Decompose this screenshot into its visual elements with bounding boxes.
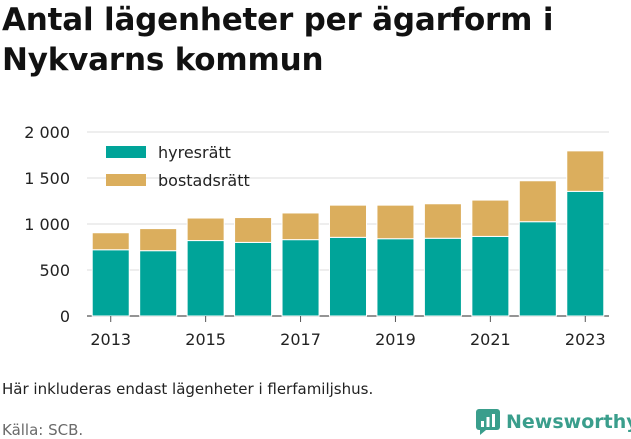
- chart-note: Här inkluderas endast lägenheter i flerf…: [2, 380, 374, 398]
- legend-label: hyresrätt: [158, 143, 231, 162]
- bar-segment: [328, 204, 368, 238]
- bar-segment: [91, 232, 130, 251]
- bars: [91, 150, 605, 317]
- legend: hyresrätt bostadsrätt: [106, 143, 250, 190]
- x-tick-label: 2017: [280, 330, 321, 349]
- y-tick-label: 500: [39, 261, 70, 280]
- bar-segment: [566, 150, 605, 192]
- newsworthy-chart-logo-icon: [476, 409, 500, 435]
- source-text: Källa: SCB.: [2, 421, 84, 439]
- bar-segment: [471, 235, 510, 317]
- y-tick-label: 1 500: [24, 169, 70, 188]
- x-tick-label: 2013: [90, 330, 131, 349]
- chart-title: Antal lägenheter per ägarform i Nykvarns…: [2, 2, 554, 78]
- bar-segment: [376, 238, 415, 317]
- y-tick-label: 2 000: [24, 123, 70, 142]
- bar-segment: [186, 217, 225, 242]
- legend-swatch: [106, 146, 146, 158]
- x-tick-label: 2023: [565, 330, 606, 349]
- bar-segment: [328, 236, 368, 317]
- bar-segment: [186, 240, 225, 317]
- x-tick-label: 2015: [185, 330, 226, 349]
- bar-segment: [139, 228, 178, 252]
- x-axis-ticks: 2013 2015 2017 2019 2021 2023: [90, 316, 606, 349]
- legend-swatch: [106, 174, 146, 186]
- bar-segment: [566, 190, 605, 317]
- x-tick-label: 2019: [375, 330, 416, 349]
- y-tick-label: 0: [60, 307, 70, 326]
- x-tick-label: 2021: [470, 330, 511, 349]
- bar-segment: [423, 203, 462, 239]
- bar-segment: [423, 237, 462, 317]
- bar-segment: [376, 204, 415, 240]
- bar-segment: [281, 212, 320, 241]
- bar-segment: [281, 239, 320, 317]
- bar-segment: [471, 199, 510, 237]
- bar-segment: [91, 249, 130, 317]
- brand-name: Newsworthy: [506, 411, 631, 433]
- y-tick-label: 1 000: [24, 215, 70, 234]
- bar-segment: [234, 241, 273, 317]
- bar-segment: [518, 221, 557, 317]
- bar-segment: [518, 180, 557, 223]
- brand-logo: Newsworthy: [476, 405, 631, 439]
- bar-segment: [234, 217, 273, 243]
- stacked-bar-chart: 0 500 1 000 1 500 2 000 2013 2015 2017 2019 2021…: [24, 123, 609, 349]
- bar-segment: [139, 250, 178, 317]
- y-axis-ticks: 0 500 1 000 1 500 2 000: [24, 123, 70, 326]
- legend-label: bostadsrätt: [158, 171, 250, 190]
